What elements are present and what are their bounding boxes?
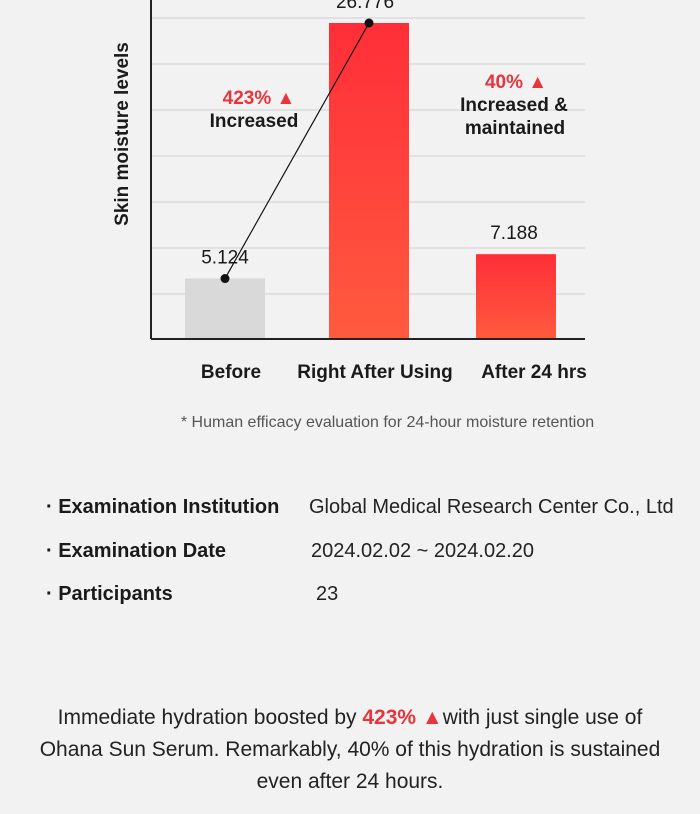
bar-value-label: 26.776 xyxy=(336,0,394,13)
summary-post: with just single use of Ohana Sun Serum.… xyxy=(39,706,661,793)
summary-text: Immediate hydration boosted by 423% ▲wit… xyxy=(30,702,670,798)
bar-right-after-using xyxy=(329,23,409,340)
category-label: Before xyxy=(201,362,261,383)
bar-value-label: 5.124 xyxy=(201,248,249,269)
bar-before xyxy=(185,278,265,339)
annotation-maintained-pct: 40% xyxy=(485,72,523,93)
info-label: Examination Date xyxy=(58,540,227,562)
annotation-maintained: 40% ▲ Increased & maintained xyxy=(460,72,568,139)
trend-dot-right-after xyxy=(364,18,374,28)
up-arrow-icon: ▲ xyxy=(277,88,296,109)
bar-after-24-hrs xyxy=(476,254,556,339)
info-label: Examination Institution xyxy=(58,496,280,518)
annotation-increase-text: Increased xyxy=(210,111,299,132)
up-arrow-icon: ▲ xyxy=(528,72,547,93)
summary-highlight: 423% ▲ xyxy=(362,706,443,729)
trend-line xyxy=(224,22,370,279)
info-value: Global Medical Research Center Co., Ltd xyxy=(309,496,674,518)
footnote: * Human efficacy evaluation for 24-hour … xyxy=(180,414,595,431)
annotation-increase-pct: 423% xyxy=(223,88,272,109)
annotation-increase: 423% ▲ Increased xyxy=(210,88,299,132)
trend-dot-before xyxy=(220,274,230,284)
annotation-maintained-line2: maintained xyxy=(465,118,565,139)
svg-text:40% ▲: 40% ▲ xyxy=(485,72,547,93)
category-label: Right After Using xyxy=(297,362,453,383)
info-value: 2024.02.02 ~ 2024.02.20 xyxy=(311,540,534,562)
info-label: Participants xyxy=(58,583,173,605)
bar-value-label: 7.188 xyxy=(490,223,538,244)
svg-text:423% ▲: 423% ▲ xyxy=(223,88,296,109)
category-label: After 24 hrs xyxy=(481,362,587,383)
annotation-maintained-line1: Increased & xyxy=(460,95,568,116)
info-value: 23 xyxy=(316,583,339,605)
moisture-bar-chart: Skin moisture levels 5.124 26.776 7.188 Bef… xyxy=(112,0,587,383)
summary-pre: Immediate hydration boosted by xyxy=(57,706,357,729)
y-axis-label: Skin moisture levels xyxy=(112,42,133,226)
